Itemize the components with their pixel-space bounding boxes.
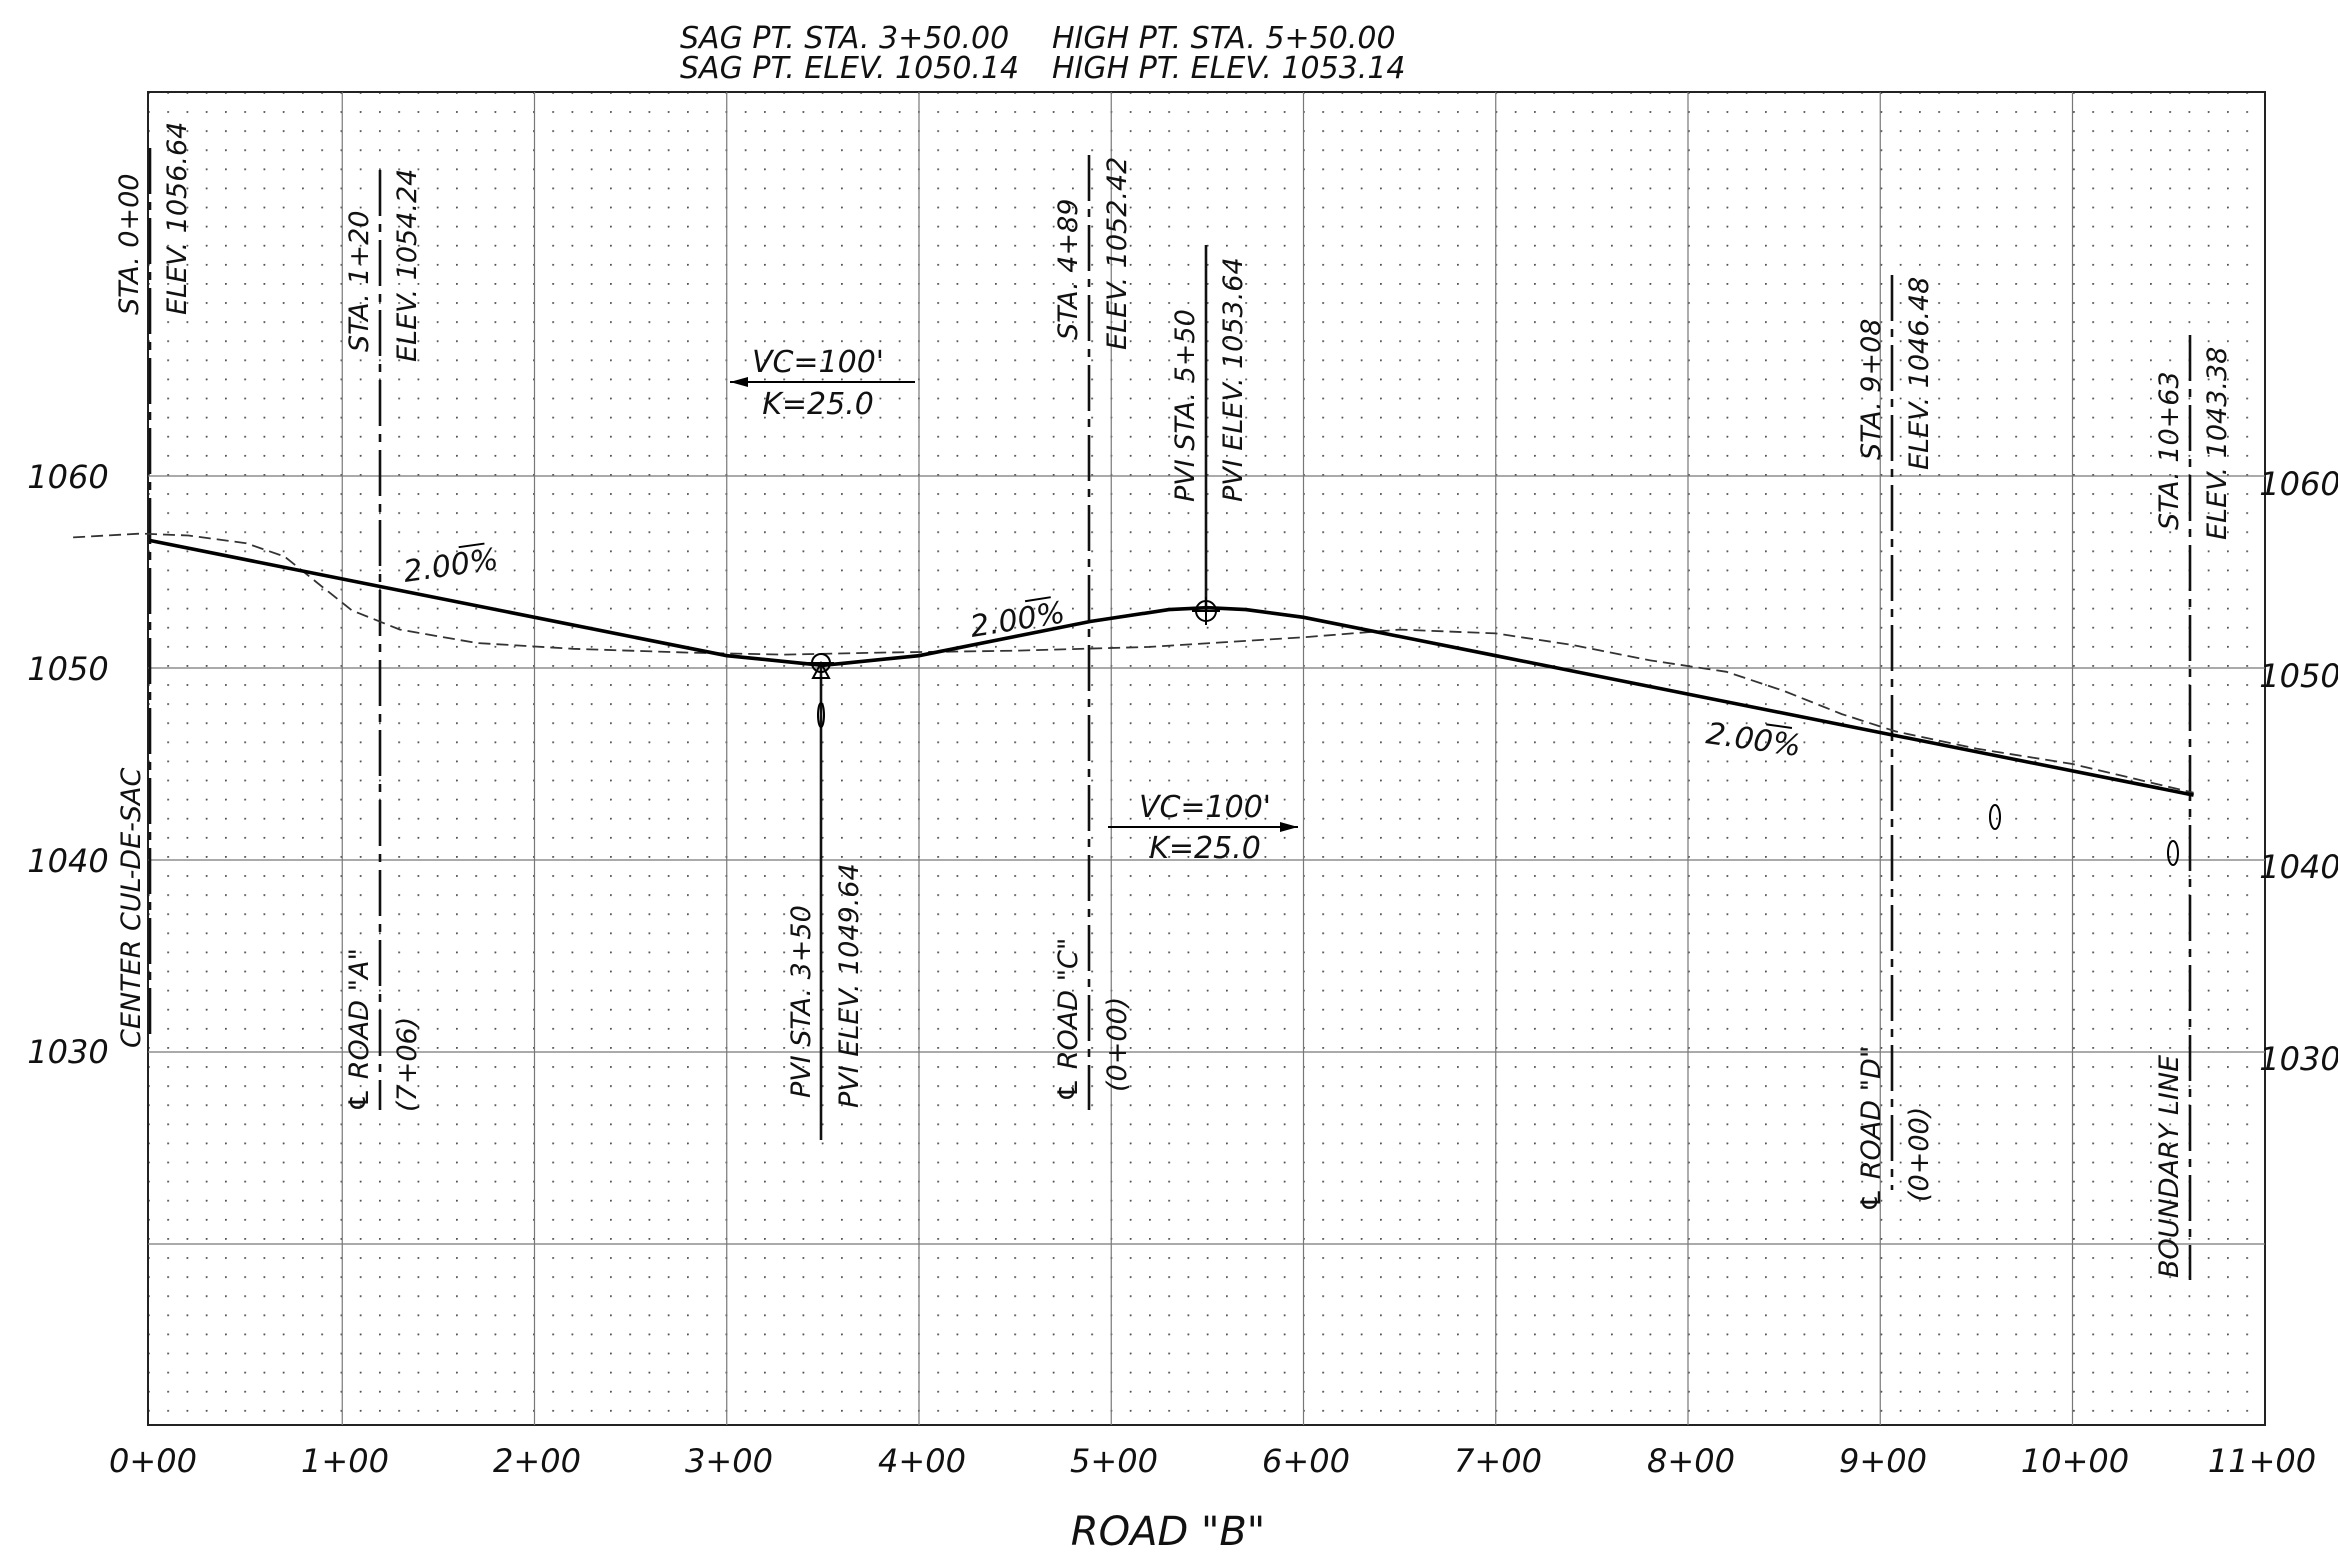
boundary-line-label: BOUNDARY LINE	[2154, 1055, 2185, 1278]
high-point-elevation: HIGH PT. ELEV. 1053.14	[1052, 51, 1406, 86]
road-c-crossing-label: ℄ ROAD "C"	[1053, 938, 1084, 1102]
x-tick: 3+00	[685, 1442, 773, 1480]
y-tick-right: 1030	[2259, 1040, 2338, 1078]
x-tick-labels: 0+00 1+00 2+00 3+00 4+00 5+00 6+00 7+00 …	[109, 1442, 2316, 1480]
station-908-elev: ELEV. 1046.48	[1904, 277, 1935, 470]
x-tick: 8+00	[1647, 1442, 1735, 1480]
cul-de-sac-label: CENTER CUL-DE-SAC	[116, 767, 147, 1048]
sag-point-elevation: SAG PT. ELEV. 1050.14	[680, 51, 1019, 86]
station-1063-label: STA. 10+63	[2154, 371, 2185, 530]
y-tick-right: 1050	[2259, 657, 2338, 695]
existing-ground-line	[73, 532, 2194, 794]
y-tick-right: 1060	[2259, 465, 2338, 503]
station-120-label: STA. 1+20	[344, 211, 375, 352]
road-d-crossing-label: ℄ ROAD "D"	[1856, 1046, 1887, 1212]
proposed-profile-line	[149, 538, 2194, 797]
x-tick: 10+00	[2021, 1442, 2129, 1480]
station-908-label: STA. 9+08	[1856, 319, 1887, 460]
x-tick: 9+00	[1839, 1442, 1927, 1480]
ground-marker	[1989, 804, 2001, 830]
pvi-symbol-550	[1192, 597, 1220, 625]
y-tick-left: 1030	[27, 1033, 108, 1071]
x-tick: 0+00	[109, 1442, 197, 1480]
y-tick-left: 1060	[27, 458, 108, 496]
high-point-station: HIGH PT. STA. 5+50.00	[1052, 21, 1396, 56]
sag-point-station: SAG PT. STA. 3+50.00	[680, 21, 1009, 56]
x-tick: 7+00	[1454, 1442, 1542, 1480]
pvi-350-label: PVI STA. 3+50	[786, 905, 817, 1098]
y-tick-left: 1050	[27, 650, 108, 688]
pvi-350-elev: PVI ELEV. 1049.64	[834, 863, 865, 1108]
road-a-crossing-station: (7+06)	[392, 1017, 423, 1112]
x-tick: 1+00	[301, 1442, 389, 1480]
ground-marker	[2167, 840, 2179, 866]
pvi-symbol-350	[808, 653, 834, 728]
x-tick: 6+00	[1262, 1442, 1350, 1480]
x-tick: 5+00	[1070, 1442, 1158, 1480]
x-axis-title: ROAD "B"	[1071, 1509, 1265, 1553]
pvi-550-label: PVI STA. 5+50	[1170, 309, 1201, 502]
station-489-label: STA. 4+89	[1053, 199, 1084, 340]
station-1063-elev: ELEV. 1043.38	[2202, 347, 2233, 540]
y-tick-right: 1040	[2259, 848, 2338, 886]
x-tick: 11+00	[2208, 1442, 2316, 1480]
vertical-curve-note-2: VC=100' K=25.0	[1108, 790, 1298, 866]
pvi-550-elev: PVI ELEV. 1053.64	[1218, 257, 1249, 502]
vertical-curve-note-1: VC=100' K=25.0	[730, 345, 915, 422]
road-d-crossing-station: (0+00)	[1904, 1107, 1935, 1202]
vc2-length: VC=100'	[1139, 790, 1271, 825]
road-c-crossing-station: (0+00)	[1102, 997, 1133, 1092]
x-tick: 2+00	[493, 1442, 581, 1480]
vc2-k: K=25.0	[1149, 831, 1261, 866]
y-tick-left: 1040	[27, 842, 108, 880]
vc1-k: K=25.0	[762, 387, 874, 422]
major-grid	[148, 92, 2265, 1425]
station-489-elev: ELEV. 1052.42	[1102, 157, 1133, 350]
station-120-elev: ELEV. 1054.24	[392, 169, 423, 362]
vc1-length: VC=100'	[752, 345, 884, 380]
x-tick: 4+00	[878, 1442, 966, 1480]
station-lines	[148, 148, 2192, 1280]
station-0-elev: ELEV. 1056.64	[162, 122, 193, 315]
road-a-crossing-label: ℄ ROAD "A"	[344, 948, 375, 1112]
station-0-label: STA. 0+00	[114, 174, 145, 315]
